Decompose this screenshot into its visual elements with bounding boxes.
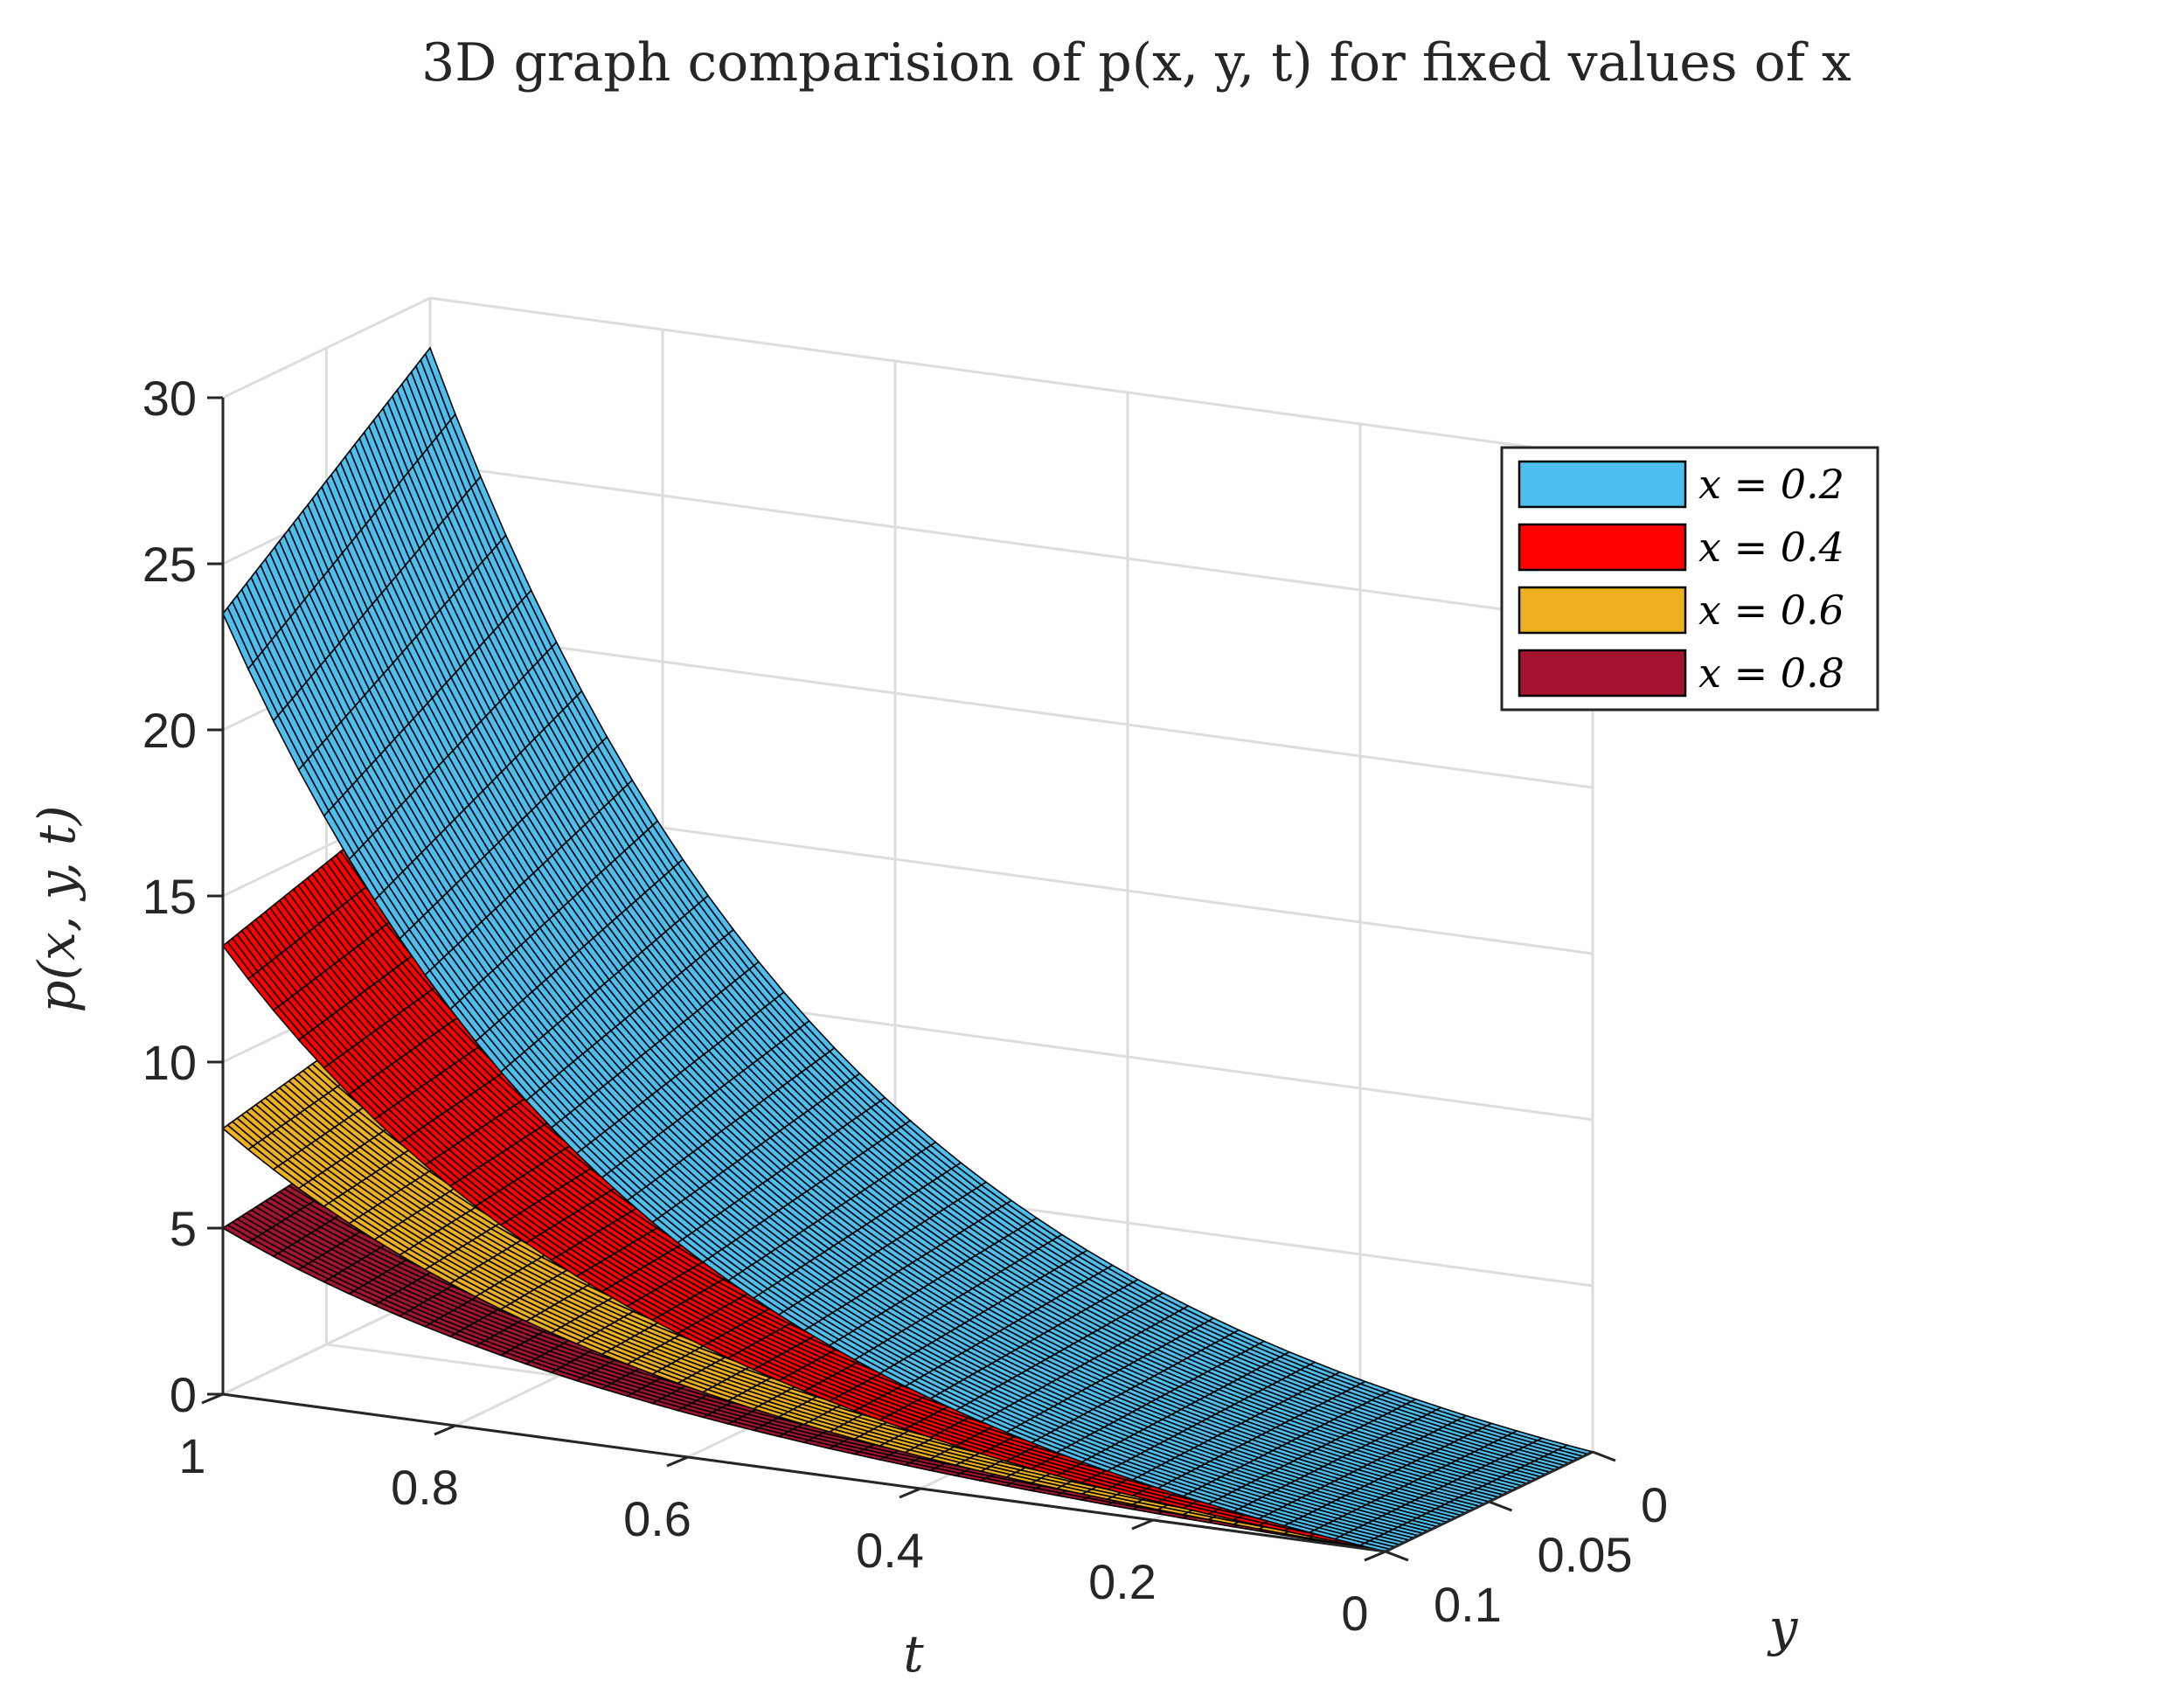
t-tick-label: 1 — [178, 1428, 205, 1483]
y-axis-label: y — [1767, 1598, 1799, 1657]
z-tick-label: 15 — [142, 869, 197, 924]
t-tick — [201, 1392, 224, 1405]
x-axis-label: t — [903, 1624, 924, 1684]
legend-label: x = 0.6 — [1698, 587, 1844, 634]
legend-label: x = 0.4 — [1698, 524, 1844, 571]
t-tick-label: 0.8 — [391, 1460, 459, 1515]
z-tick-label: 25 — [142, 537, 197, 592]
grid-line-side-z — [429, 462, 1594, 623]
t-tick-label: 0 — [1341, 1586, 1368, 1641]
surface-x-0-2 — [222, 346, 1595, 1552]
legend-entry: x = 0.4 — [1518, 523, 1844, 572]
chart-title: 3D graph comparision of p(x, y, t) for f… — [421, 32, 1851, 94]
t-tick — [899, 1487, 921, 1499]
t-tick-label: 0.4 — [856, 1523, 924, 1578]
t-tick — [1364, 1550, 1386, 1562]
t-tick-label: 0.6 — [623, 1491, 691, 1546]
z-tick-label: 20 — [142, 703, 197, 758]
legend-entry: x = 0.2 — [1518, 460, 1844, 509]
legend-entry: x = 0.6 — [1518, 586, 1844, 635]
t-tick — [434, 1424, 456, 1436]
legend-swatch — [1518, 586, 1687, 635]
z-tick-label: 5 — [170, 1201, 197, 1256]
surfaces — [221, 346, 1595, 1552]
t-tick — [666, 1455, 689, 1468]
t-tick — [1131, 1518, 1154, 1531]
y-tick — [1592, 1450, 1616, 1462]
t-tick-label: 0.2 — [1088, 1554, 1156, 1609]
legend-swatch — [1518, 523, 1687, 572]
legend-label: x = 0.2 — [1698, 461, 1844, 508]
z-tick-label: 10 — [142, 1035, 197, 1090]
z-axis-label: p(x, y, t) — [27, 805, 87, 1012]
z-tick-label: 30 — [142, 371, 197, 426]
y-tick — [1385, 1550, 1409, 1562]
t-axis — [222, 1392, 1386, 1553]
y-tick-label: 0.1 — [1434, 1577, 1502, 1632]
z-tick-label: 0 — [170, 1367, 197, 1422]
y-tick-label: 0 — [1641, 1477, 1668, 1532]
y-tick — [1488, 1500, 1513, 1512]
grid-line-side-z — [429, 296, 1594, 457]
legend-swatch — [1518, 649, 1687, 698]
legend: x = 0.2 x = 0.4 x = 0.6 x = 0.8 — [1500, 446, 1879, 712]
legend-label: x = 0.8 — [1698, 649, 1844, 697]
y-tick-label: 0.05 — [1538, 1527, 1633, 1582]
legend-entry: x = 0.8 — [1518, 649, 1844, 698]
grid-line-side-z — [429, 628, 1594, 789]
legend-swatch — [1518, 460, 1687, 509]
